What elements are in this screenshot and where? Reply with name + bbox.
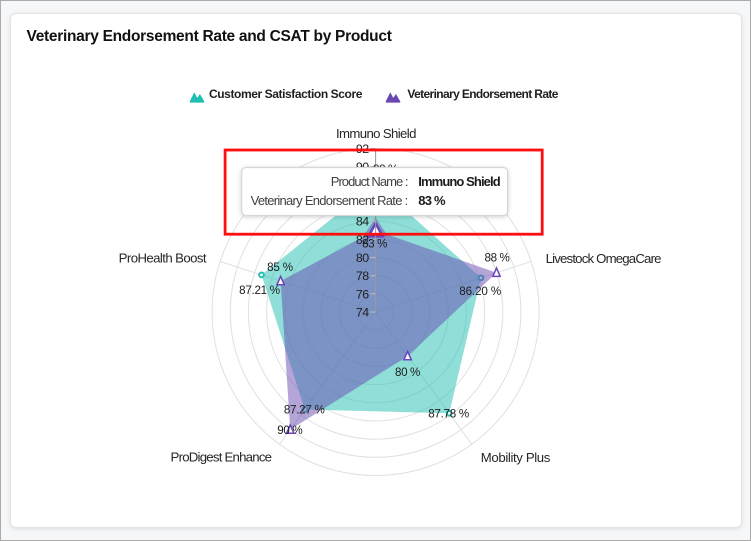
svg-text:Veterinary Endorsement Rate :: Veterinary Endorsement Rate : (251, 193, 408, 208)
svg-text:Livestock OmegaCare: Livestock OmegaCare (546, 251, 662, 266)
svg-text:87.27 %: 87.27 % (284, 404, 325, 417)
svg-text:78: 78 (356, 269, 369, 283)
svg-text:76: 76 (356, 287, 369, 301)
svg-text:83 %: 83 % (362, 238, 387, 251)
svg-text:80 %: 80 % (395, 366, 420, 379)
svg-text:88 %: 88 % (485, 252, 510, 265)
svg-text:82: 82 (356, 233, 369, 247)
svg-text:Mobility Plus: Mobility Plus (481, 450, 551, 465)
svg-text:90 %: 90 % (277, 424, 302, 437)
svg-text:80: 80 (356, 251, 369, 265)
svg-text:Immuno Shield: Immuno Shield (336, 126, 416, 141)
svg-text:86.20 %: 86.20 % (459, 285, 501, 298)
svg-text:84: 84 (356, 215, 369, 229)
svg-text:Immuno Shield: Immuno Shield (418, 174, 500, 189)
svg-text:Product Name :: Product Name : (331, 174, 408, 189)
svg-text:85 %: 85 % (267, 261, 293, 274)
svg-text:87.78 %: 87.78 % (428, 407, 469, 420)
svg-text:ProDigest Enhance: ProDigest Enhance (171, 449, 272, 464)
svg-text:ProHealth Boost: ProHealth Boost (119, 250, 207, 265)
svg-text:83 %: 83 % (418, 193, 446, 208)
svg-text:74: 74 (356, 306, 369, 320)
svg-text:87.21 %: 87.21 % (239, 284, 280, 297)
